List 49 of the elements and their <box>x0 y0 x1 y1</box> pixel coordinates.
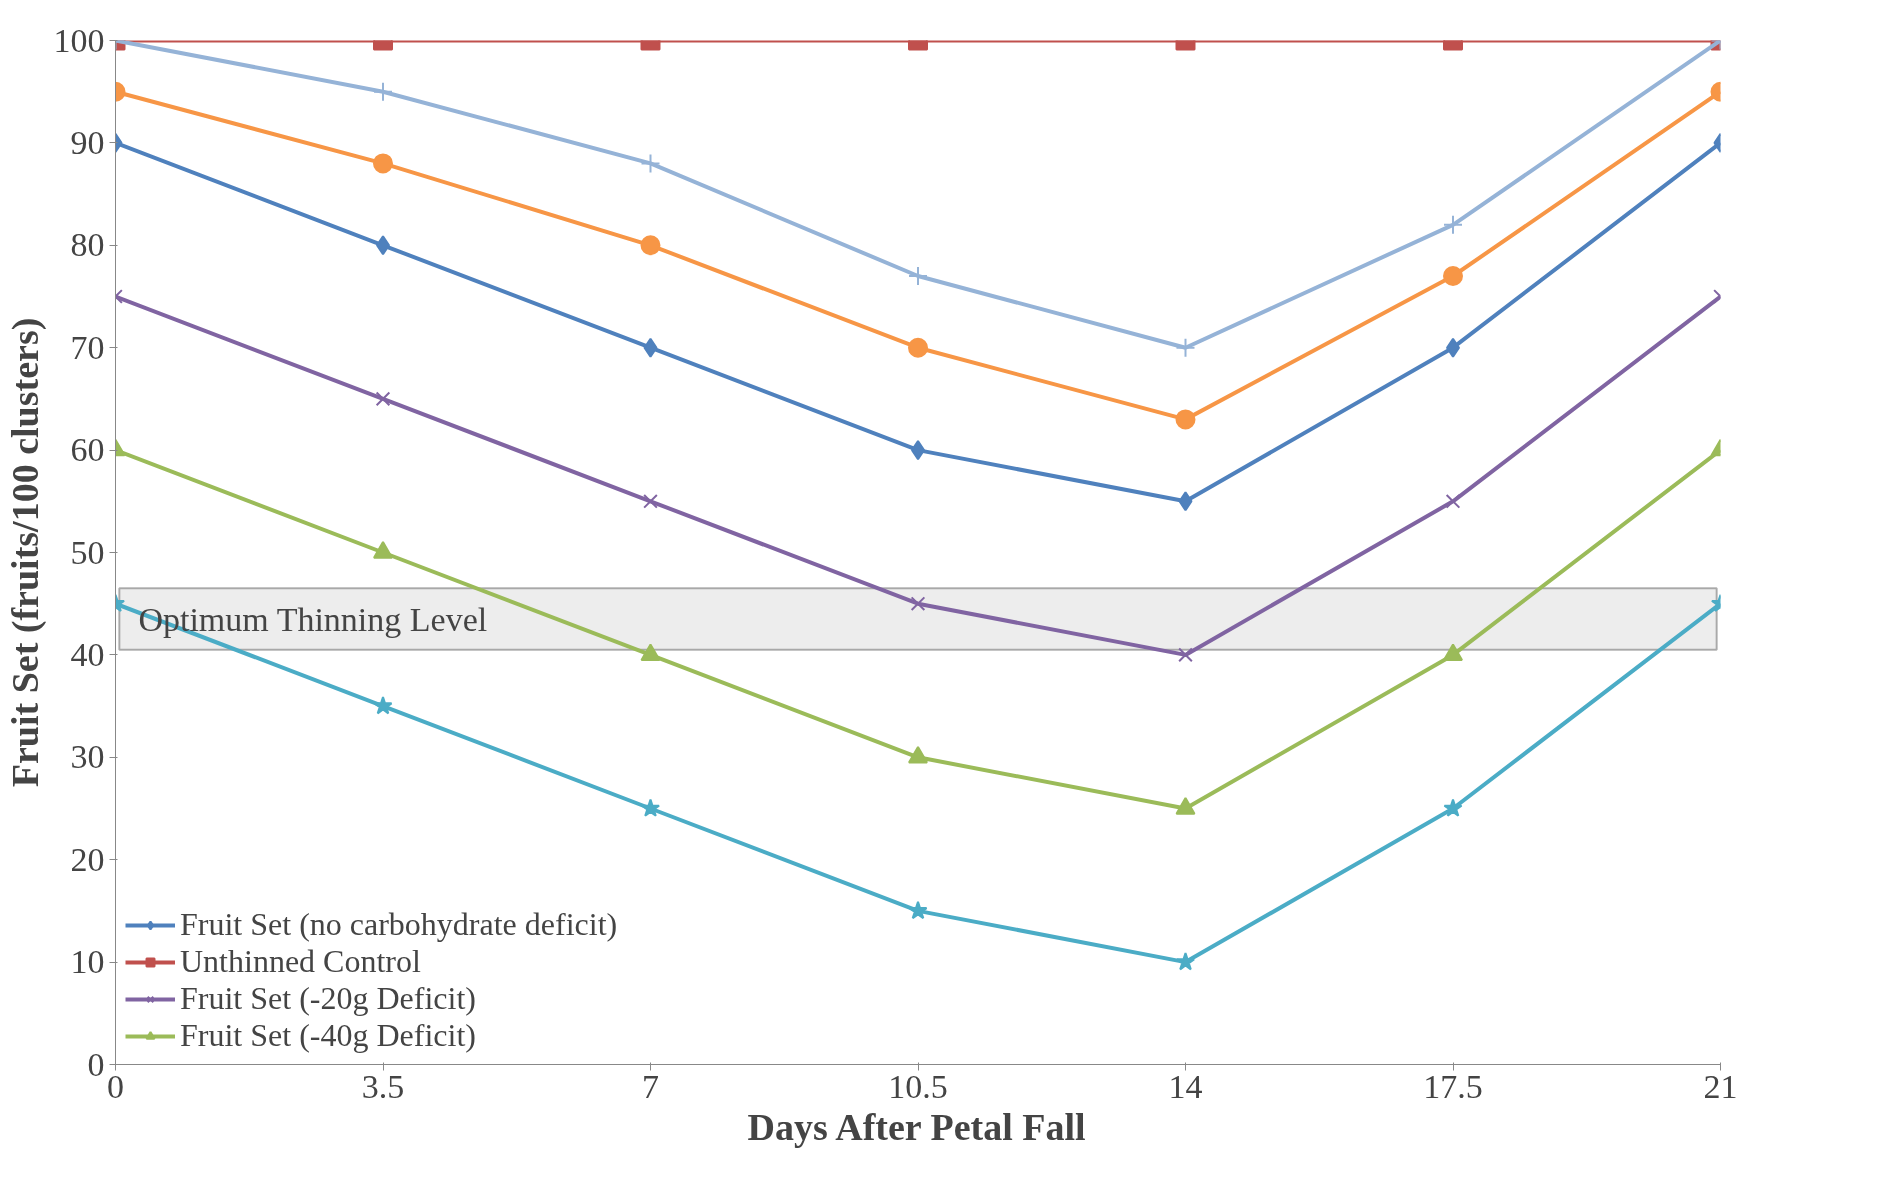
y-tick-label: 50 <box>70 533 105 571</box>
point <box>640 235 661 256</box>
x-tick-label: 17.5 <box>1423 1067 1483 1105</box>
point <box>1443 266 1463 286</box>
y-tick-label: 90 <box>70 123 105 161</box>
y-tick-label: 30 <box>70 738 105 776</box>
y-axis-title: Fruit Set (fruits/100 clusters) <box>3 317 47 788</box>
y-tick-label: 60 <box>70 431 105 469</box>
x-tick-label: 7 <box>642 1067 659 1105</box>
y-tick-label: 40 <box>70 635 105 673</box>
x-tick-label: 14 <box>1168 1067 1203 1105</box>
point <box>373 696 393 715</box>
point <box>640 643 661 662</box>
point <box>643 493 658 509</box>
legend-label: Unthinned Control <box>180 943 421 980</box>
y-tick-label: 10 <box>70 943 105 981</box>
y-tick-label: 70 <box>70 328 105 366</box>
point <box>1443 214 1463 235</box>
point <box>1178 647 1193 663</box>
legend-label: Fruit Set (-40g Deficit) <box>180 1017 476 1054</box>
point <box>375 391 391 407</box>
legend-label: Fruit Set (-20g Deficit) <box>180 980 476 1017</box>
point <box>373 541 393 559</box>
point <box>908 337 928 358</box>
point <box>373 81 393 102</box>
y-tick-label: 80 <box>70 226 105 264</box>
point <box>640 798 661 817</box>
x-tick-label: 10.5 <box>888 1067 948 1105</box>
x-tick-label: 3.5 <box>361 1067 405 1105</box>
legend-label: Fruit Set (no carbohydrate deficit) <box>180 906 618 943</box>
point <box>908 900 928 920</box>
point <box>1175 409 1196 430</box>
point <box>643 337 658 358</box>
y-tick-label: 100 <box>53 21 105 59</box>
point <box>910 596 926 612</box>
y-tick-label: 20 <box>70 840 105 878</box>
point <box>1443 798 1463 817</box>
point <box>1178 491 1193 512</box>
point <box>908 266 928 287</box>
x-tick-label: 21 <box>1703 1067 1738 1105</box>
point <box>373 153 393 174</box>
point <box>908 745 928 764</box>
point <box>1175 952 1196 971</box>
point <box>1175 797 1196 815</box>
point <box>1443 643 1463 662</box>
x-axis-title: Days After Petal Fall <box>747 1105 1086 1148</box>
point <box>640 153 661 174</box>
point <box>1175 337 1196 358</box>
point <box>1445 493 1461 509</box>
